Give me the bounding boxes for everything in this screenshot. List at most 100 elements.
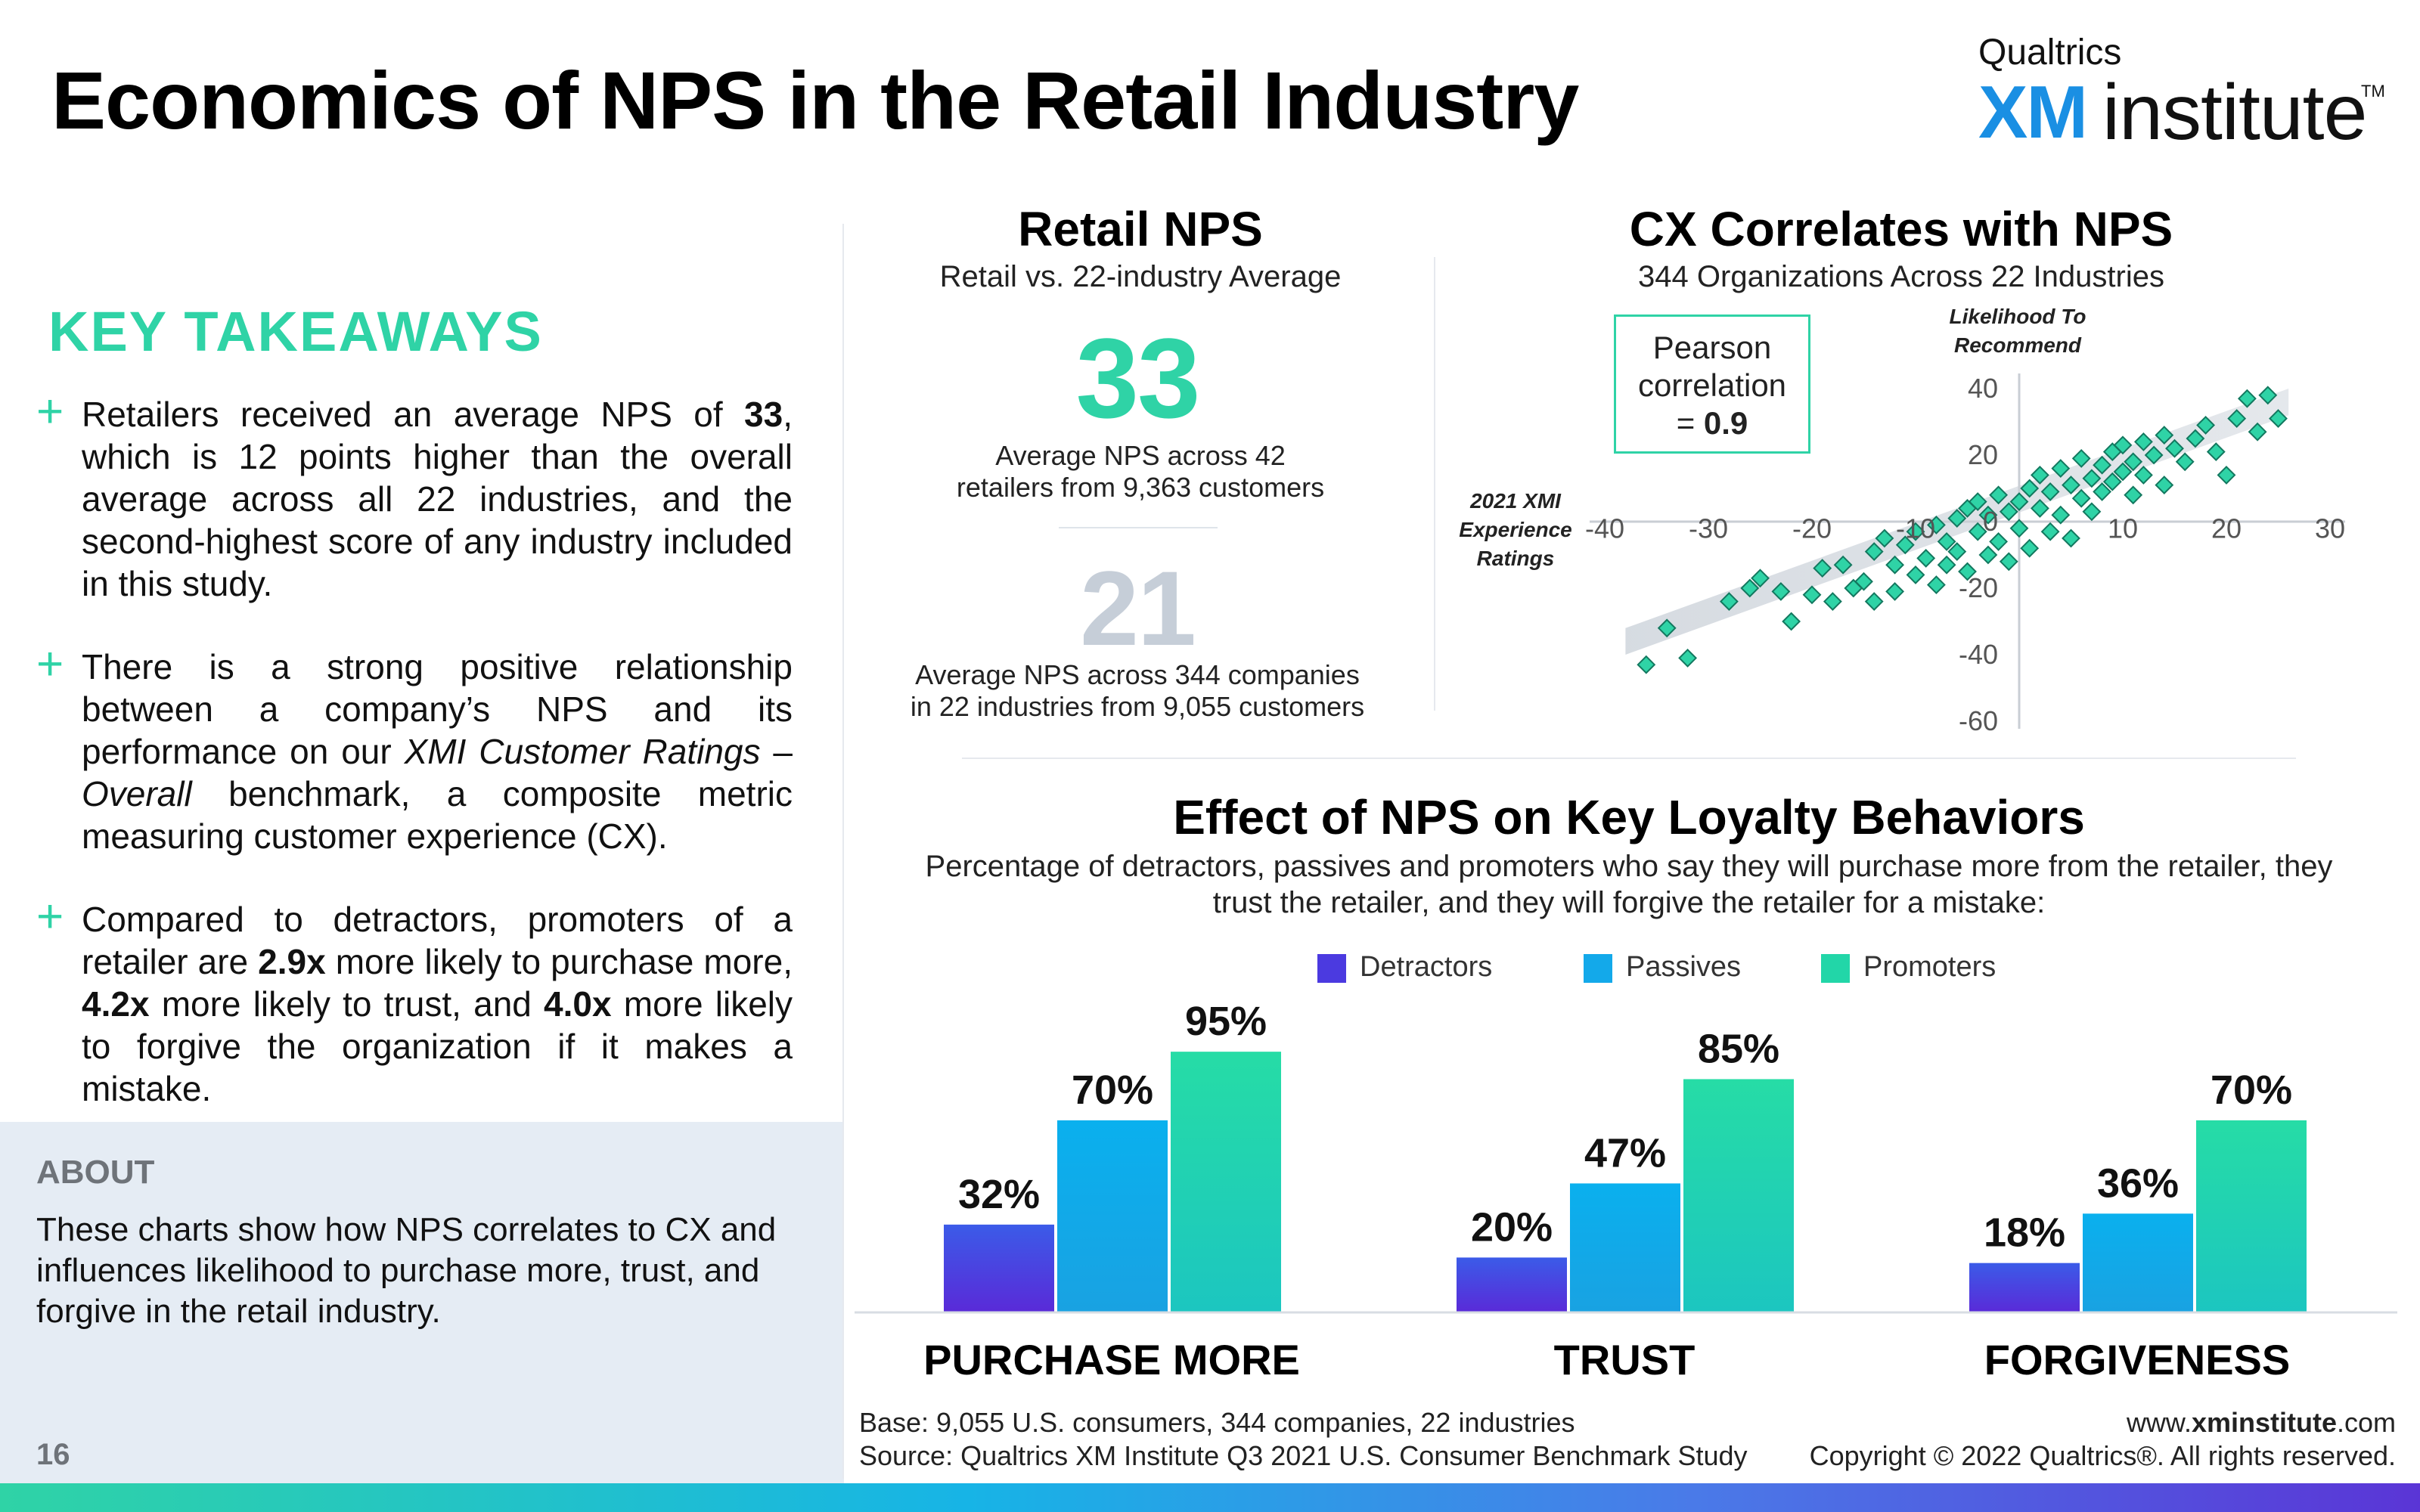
scatter-point xyxy=(2258,386,2278,405)
category-label: TRUST xyxy=(1553,1336,1696,1383)
scatter-point xyxy=(1937,555,1956,575)
scatter-point xyxy=(2030,498,2049,518)
page-number: 16 xyxy=(36,1438,70,1471)
scatter-point xyxy=(1875,528,1894,548)
y-tick-label: 40 xyxy=(1968,373,1998,404)
scatter-point xyxy=(1833,555,1853,575)
scatter-x-label: 2021 XMI Experience Ratings xyxy=(1459,489,1572,570)
scatter-point xyxy=(2071,488,2091,508)
scatter-y-label: Likelihood To Recommend xyxy=(1949,305,2086,357)
scatter-point xyxy=(1978,545,1998,565)
scatter-point xyxy=(2062,476,2080,495)
scatter-point xyxy=(1968,492,1987,512)
bar-value-label: 85% xyxy=(1698,1026,1779,1071)
scatter-point xyxy=(2040,522,2060,541)
bar-value-label: 36% xyxy=(2097,1160,2179,1206)
promoters-bar xyxy=(1683,1079,1794,1312)
bar-value-label: 70% xyxy=(1072,1067,1153,1113)
scatter-point xyxy=(1906,522,1925,541)
separator xyxy=(1059,527,1218,528)
section-divider xyxy=(1434,257,1435,711)
x-tick-label: -20 xyxy=(1792,513,1832,544)
y-tick-label: 0 xyxy=(1983,506,1998,537)
scatter-point xyxy=(1813,559,1832,578)
legend-label: Promoters xyxy=(1863,951,1996,983)
brand-gradient-bar xyxy=(0,1483,2420,1512)
scatter-point xyxy=(2102,472,2122,491)
scatter-point xyxy=(2144,445,2164,465)
legend-swatch xyxy=(1584,954,1612,983)
logo-company-text: Qualtrics xyxy=(1978,33,2122,73)
scatter-point xyxy=(1989,531,2009,551)
correlation-title: CX Correlates with NPS xyxy=(1629,202,2173,256)
scatter-point xyxy=(1751,569,1770,588)
passives-bar xyxy=(1057,1120,1168,1312)
y-tick-label: -60 xyxy=(1959,705,1998,736)
industry-avg-desc: Average NPS across 344 companies in 22 in… xyxy=(910,659,1365,722)
industry-avg-nps-value: 21 xyxy=(1080,549,1196,668)
x-tick-label: 10 xyxy=(2108,513,2138,544)
scatter-point xyxy=(1999,502,2018,522)
takeaway-2: There is a strong positive relationship … xyxy=(82,647,793,856)
website-link[interactable]: www.xminstitute.com xyxy=(2126,1407,2396,1438)
scatter-point xyxy=(2062,528,2080,548)
category-label: PURCHASE MORE xyxy=(923,1336,1300,1383)
scatter-point xyxy=(2071,448,2091,468)
loyalty-bar-chart: 32% 70% 95% 20% 47% 85% 18% 36% 70% xyxy=(855,999,2397,1314)
passives-bar xyxy=(1570,1183,1680,1312)
scatter-point xyxy=(2124,485,2143,505)
y-tick-label: -40 xyxy=(1959,639,1998,670)
scatter-point xyxy=(2082,502,2102,522)
scatter-point xyxy=(2186,429,2205,448)
scatter-point xyxy=(2206,442,2226,462)
logo-xm-text: XM xyxy=(1978,70,2088,153)
scatter-point xyxy=(1864,592,1884,612)
plus-icon: + xyxy=(36,891,64,943)
legend-swatch xyxy=(1317,954,1346,983)
scatter-point xyxy=(1926,515,1946,534)
x-tick-label: -30 xyxy=(1689,513,1728,544)
section-divider-horizontal xyxy=(962,758,2296,759)
scatter-point xyxy=(2040,482,2060,501)
scatter-point xyxy=(1926,575,1946,595)
scatter-point xyxy=(1947,509,1967,528)
scatter-point xyxy=(1740,578,1760,598)
y-tick-label: 20 xyxy=(1968,439,1998,470)
scatter-point xyxy=(2237,389,2257,408)
scatter-point xyxy=(1978,505,1998,525)
scatter-point xyxy=(1802,585,1822,605)
bar-value-label: 95% xyxy=(1185,999,1267,1044)
correlation-subtitle: 344 Organizations Across 22 Industries xyxy=(1638,260,2164,293)
detractors-bar xyxy=(1969,1263,2080,1312)
scatter-point xyxy=(2082,469,2102,488)
column-divider xyxy=(842,224,844,1479)
scatter-point xyxy=(2196,415,2216,435)
scatter-point xyxy=(1916,548,1936,568)
takeaway-1: Retailers received an average NPS of 33,… xyxy=(82,395,793,603)
scatter-point xyxy=(1989,485,2009,505)
scatter-point xyxy=(2269,409,2288,429)
logo-institute-text: institute xyxy=(2102,69,2367,156)
scatter-point xyxy=(1823,592,1842,612)
scatter-point xyxy=(2093,482,2112,501)
key-takeaways-heading: KEY TAKEAWAYS xyxy=(48,300,543,363)
loyalty-title: Effect of NPS on Key Loyalty Behaviors xyxy=(1173,790,2085,844)
scatter-point xyxy=(2009,519,2029,538)
scatter-point xyxy=(1895,535,1915,555)
footer-sources: Base: 9,055 U.S. consumers, 344 companie… xyxy=(859,1407,1748,1471)
bar-value-label: 32% xyxy=(958,1172,1040,1217)
legend-label: Passives xyxy=(1626,951,1742,983)
scatter-point xyxy=(1864,542,1884,562)
scatter-point xyxy=(2175,452,2195,472)
legend-label: Detractors xyxy=(1360,951,1493,983)
scatter-point xyxy=(1678,648,1698,668)
scatter-point xyxy=(2165,438,2184,458)
retail-nps-subtitle: Retail vs. 22-industry Average xyxy=(939,260,1342,293)
bar-value-label: 20% xyxy=(1471,1204,1553,1250)
y-tick-label: -20 xyxy=(1959,572,1998,603)
x-tick-label: 30 xyxy=(2315,513,2345,544)
scatter-point xyxy=(2051,505,2071,525)
scatter-point xyxy=(2227,409,2247,429)
legend-swatch xyxy=(1821,954,1850,983)
promoters-bar xyxy=(2196,1120,2307,1312)
